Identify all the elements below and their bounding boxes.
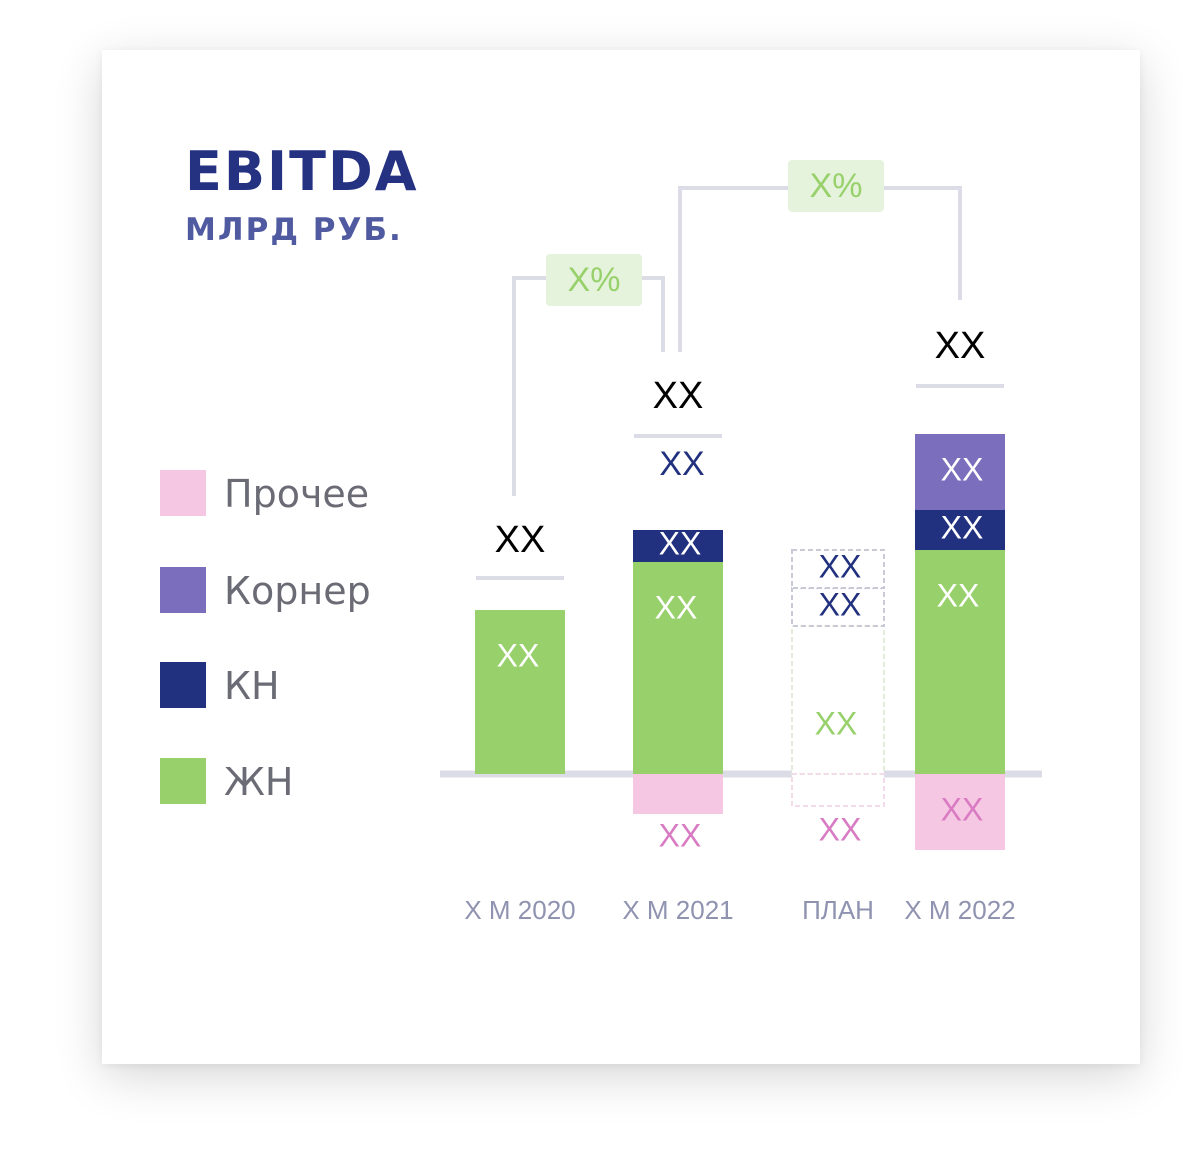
- growth-badge-0: [546, 254, 642, 306]
- bar-жн-0: [475, 610, 565, 774]
- total-sub-label-1: ХХ: [659, 445, 704, 483]
- data-label-жн-3: ХХ: [937, 577, 980, 613]
- growth-badge-1: [788, 160, 884, 212]
- bar-прочее-2: [791, 773, 885, 807]
- legend-label-zhn: ЖН: [224, 760, 294, 804]
- bar-кн-3: [915, 510, 1005, 550]
- bar-кн-2: [791, 587, 885, 627]
- chart-subtitle: МЛРД РУБ.: [185, 212, 403, 248]
- category-label-2: ПЛАН: [802, 895, 874, 925]
- total-label-3: ХХ: [935, 325, 986, 367]
- data-label-корнер-2: ХХ: [819, 548, 862, 584]
- total-label-0: ХХ: [495, 519, 546, 561]
- data-label-жн-1: ХХ: [655, 589, 698, 625]
- legend-item-corner: Корнер: [160, 567, 420, 613]
- bar-кн-1: [633, 530, 723, 562]
- legend-item-kn: КН: [160, 662, 420, 708]
- legend-item-other: Прочее: [160, 470, 420, 516]
- bar-жн-2: [791, 625, 885, 775]
- bar-жн-3: [915, 550, 1005, 774]
- bar-прочее-1: [633, 774, 723, 814]
- data-label-прочее-3: ХХ: [941, 791, 984, 827]
- category-label-1: Х М 2021: [622, 895, 733, 925]
- total-label-1: ХХ: [653, 375, 704, 417]
- data-label-жн-0: ХХ: [497, 637, 540, 673]
- legend-swatch-zhn: [160, 758, 206, 804]
- legend-label-other: Прочее: [224, 472, 370, 516]
- data-label-корнер-3: ХХ: [941, 451, 984, 487]
- data-label-жн-2: ХХ: [815, 705, 858, 741]
- bar-прочее-3: [915, 774, 1005, 850]
- growth-label-1: Х%: [810, 167, 863, 205]
- growth-bracket-0: [512, 276, 665, 496]
- legend-swatch-other: [160, 470, 206, 516]
- bar-корнер-2: [791, 549, 885, 589]
- legend-label-kn: КН: [224, 664, 280, 708]
- data-label-кн-3: ХХ: [941, 509, 984, 545]
- data-label-прочее-1: ХХ: [659, 817, 702, 853]
- growth-bracket-1: [678, 186, 962, 352]
- category-label-3: Х М 2022: [904, 895, 1015, 925]
- category-label-0: Х М 2020: [464, 895, 575, 925]
- bar-корнер-3: [915, 434, 1005, 510]
- legend-item-zhn: ЖН: [160, 758, 420, 804]
- chart-title: EBITDA: [185, 140, 419, 203]
- data-label-прочее-2: ХХ: [819, 811, 862, 847]
- growth-label-0: Х%: [568, 261, 621, 299]
- data-label-кн-1: ХХ: [659, 525, 702, 561]
- data-label-кн-2: ХХ: [819, 586, 862, 622]
- legend-swatch-corner: [160, 567, 206, 613]
- legend-swatch-kn: [160, 662, 206, 708]
- legend-label-corner: Корнер: [224, 569, 371, 613]
- bar-жн-1: [633, 562, 723, 774]
